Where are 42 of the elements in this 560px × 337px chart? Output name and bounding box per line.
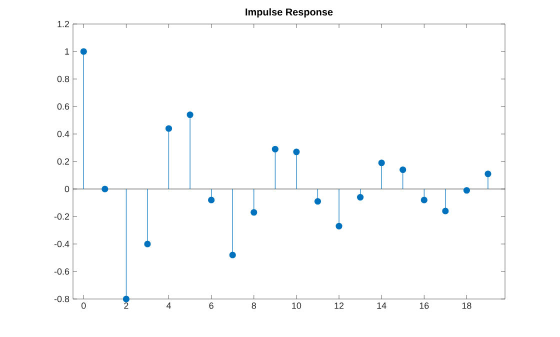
point xyxy=(378,160,385,166)
y-tick-label: 0 xyxy=(64,186,70,192)
y-tick-label: 0.2 xyxy=(57,158,70,165)
point xyxy=(272,146,278,152)
point xyxy=(356,194,364,201)
point xyxy=(314,198,322,205)
point xyxy=(80,48,87,55)
point xyxy=(400,166,406,174)
x-tick-label: 6 xyxy=(209,302,214,309)
point xyxy=(122,296,130,302)
y-tick-label: -0.6 xyxy=(54,268,70,275)
x-tick-label: 18 xyxy=(462,302,472,309)
x-tick-label: 4 xyxy=(166,302,171,309)
point xyxy=(463,187,470,194)
chart-title: Impulse Response xyxy=(246,8,333,18)
point xyxy=(250,209,258,216)
point xyxy=(442,208,449,214)
x-tick-label: 0 xyxy=(81,302,86,309)
x-tick-label: 8 xyxy=(252,302,256,309)
point xyxy=(420,196,428,204)
point xyxy=(208,196,215,204)
y-tick-label: 0.8 xyxy=(57,76,70,82)
point xyxy=(229,252,236,258)
y-tick-label: -0.2 xyxy=(54,213,70,220)
point xyxy=(336,222,342,230)
point xyxy=(165,125,172,132)
y-tick-label: -0.8 xyxy=(54,296,70,302)
x-tick-label: 16 xyxy=(420,302,429,309)
point xyxy=(102,186,108,192)
x-tick-label: 14 xyxy=(377,302,386,309)
point xyxy=(293,148,300,156)
x-tick-label: 2 xyxy=(124,302,128,309)
point xyxy=(144,240,151,248)
x-tick-label: 12 xyxy=(334,302,344,309)
y-tick-label: 1.2 xyxy=(58,20,70,28)
x-tick-label: 10 xyxy=(292,302,302,309)
y-tick-label: -0.4 xyxy=(54,240,70,248)
point xyxy=(484,170,492,178)
y-tick-label: 0.6 xyxy=(57,103,70,110)
point xyxy=(186,111,194,118)
y-tick-label: 0.4 xyxy=(57,130,70,138)
y-tick-label: 1 xyxy=(65,48,70,55)
